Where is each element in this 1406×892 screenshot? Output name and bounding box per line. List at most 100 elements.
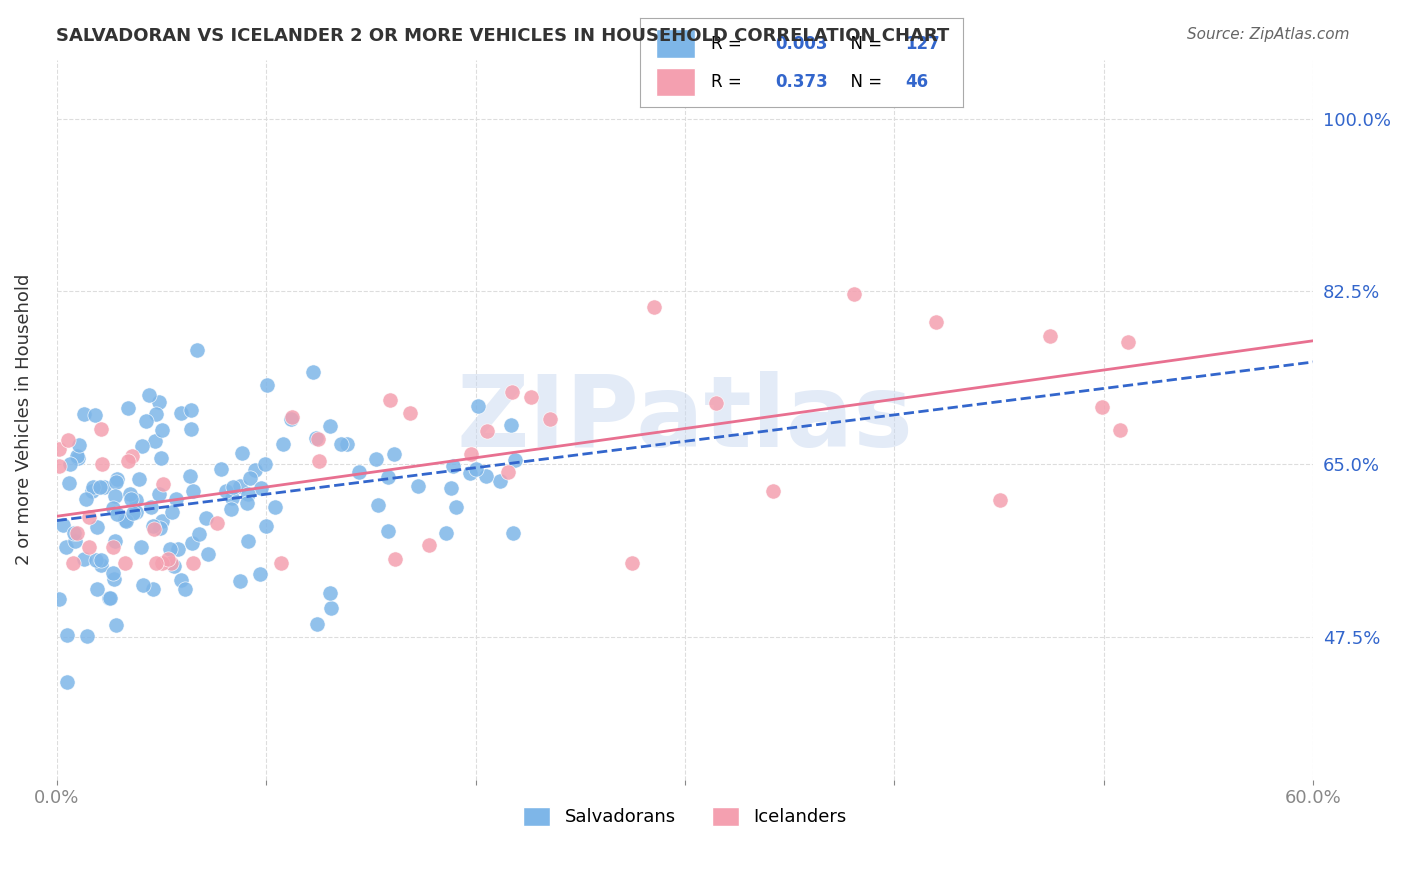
Legend: Salvadorans, Icelanders: Salvadorans, Icelanders bbox=[515, 798, 856, 836]
Point bbox=[104, 489, 127, 503]
Point bbox=[505, 453, 527, 467]
Point bbox=[254, 458, 277, 472]
Point bbox=[56, 433, 79, 447]
Point bbox=[380, 393, 402, 408]
Text: 0.373: 0.373 bbox=[776, 73, 828, 91]
Point bbox=[105, 507, 128, 521]
Point bbox=[76, 629, 98, 643]
Point bbox=[114, 514, 136, 528]
Point bbox=[89, 480, 111, 494]
Point bbox=[48, 442, 70, 456]
Point bbox=[538, 411, 561, 425]
Point bbox=[159, 556, 181, 570]
Point bbox=[86, 582, 108, 596]
Point bbox=[80, 484, 103, 499]
Point bbox=[460, 447, 482, 461]
Text: SALVADORAN VS ICELANDER 2 OR MORE VEHICLES IN HOUSEHOLD CORRELATION CHART: SALVADORAN VS ICELANDER 2 OR MORE VEHICL… bbox=[56, 27, 949, 45]
Point bbox=[406, 479, 429, 493]
Point bbox=[222, 480, 245, 494]
Point bbox=[82, 480, 104, 494]
Point bbox=[121, 449, 143, 463]
Point bbox=[209, 462, 232, 476]
Point bbox=[499, 418, 522, 433]
Point bbox=[988, 493, 1011, 508]
Point bbox=[142, 582, 165, 596]
Point bbox=[101, 501, 124, 516]
Point bbox=[925, 315, 948, 329]
Point bbox=[103, 572, 125, 586]
Point bbox=[229, 574, 252, 588]
Point bbox=[125, 493, 148, 508]
Point bbox=[367, 498, 389, 512]
Point bbox=[319, 601, 342, 615]
Point bbox=[86, 520, 108, 534]
Point bbox=[165, 491, 187, 506]
Text: R =: R = bbox=[711, 35, 747, 53]
Point bbox=[467, 399, 489, 413]
Point bbox=[280, 412, 302, 426]
Point bbox=[84, 553, 107, 567]
Point bbox=[844, 287, 866, 301]
Point bbox=[166, 542, 188, 557]
Point bbox=[399, 406, 422, 420]
Point bbox=[520, 390, 543, 404]
Point bbox=[263, 500, 285, 515]
Point bbox=[48, 591, 70, 606]
Point bbox=[145, 434, 167, 449]
Text: 127: 127 bbox=[905, 35, 939, 53]
Point bbox=[59, 457, 82, 471]
Point bbox=[93, 480, 115, 494]
Point bbox=[460, 466, 482, 480]
Point bbox=[131, 439, 153, 453]
Point bbox=[302, 365, 325, 379]
Text: 46: 46 bbox=[905, 73, 928, 91]
Point bbox=[179, 469, 201, 483]
Point bbox=[101, 566, 124, 580]
Point bbox=[205, 516, 228, 531]
Point bbox=[465, 462, 488, 476]
Point bbox=[319, 419, 342, 434]
Point bbox=[105, 472, 128, 486]
Point bbox=[117, 401, 139, 416]
Point bbox=[174, 582, 197, 597]
Point bbox=[150, 514, 173, 528]
Point bbox=[138, 388, 160, 402]
Point bbox=[502, 525, 524, 540]
Point bbox=[135, 414, 157, 428]
Point bbox=[239, 471, 262, 485]
Point bbox=[73, 551, 96, 566]
Point bbox=[180, 536, 202, 550]
Point bbox=[273, 436, 295, 450]
Point bbox=[382, 447, 405, 461]
Point bbox=[104, 475, 127, 490]
Point bbox=[364, 452, 387, 467]
Point bbox=[105, 617, 128, 632]
Point bbox=[148, 395, 170, 409]
Point bbox=[1039, 329, 1062, 343]
Point bbox=[120, 491, 142, 506]
Point bbox=[72, 407, 94, 421]
Point bbox=[145, 556, 167, 570]
Point bbox=[186, 343, 208, 357]
Text: 0.003: 0.003 bbox=[776, 35, 828, 53]
Point bbox=[56, 675, 79, 690]
Point bbox=[195, 510, 218, 524]
Point bbox=[197, 547, 219, 561]
Point bbox=[66, 451, 89, 466]
Point bbox=[143, 522, 166, 536]
Point bbox=[347, 465, 370, 479]
Point bbox=[150, 556, 173, 570]
Point bbox=[329, 437, 352, 451]
Point bbox=[104, 534, 127, 549]
Point bbox=[1091, 400, 1114, 414]
Text: N =: N = bbox=[841, 35, 887, 53]
Point bbox=[489, 474, 512, 488]
Point bbox=[62, 556, 84, 570]
Point bbox=[148, 486, 170, 500]
Point bbox=[117, 453, 139, 467]
Point bbox=[90, 553, 112, 567]
Point bbox=[336, 437, 359, 451]
Point bbox=[63, 533, 86, 548]
Point bbox=[63, 525, 86, 540]
Point bbox=[307, 432, 329, 446]
